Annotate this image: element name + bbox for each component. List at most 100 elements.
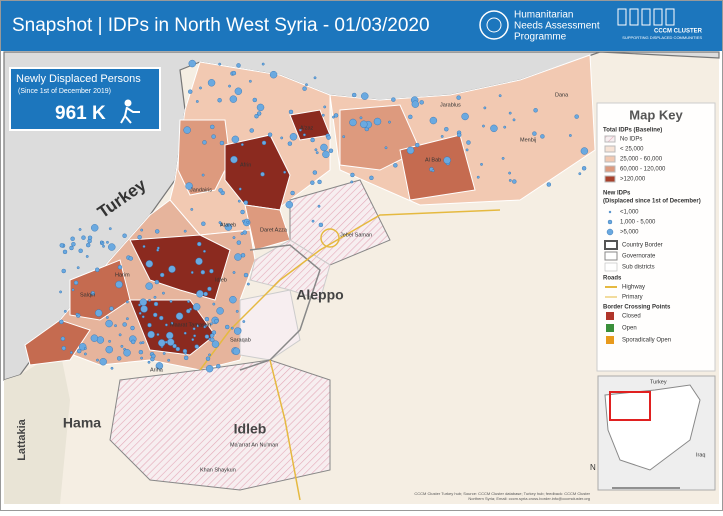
callout-title: Newly Displaced Persons	[16, 73, 141, 85]
idp-dot	[105, 345, 113, 354]
city-ring	[320, 228, 340, 248]
idp-dot	[153, 295, 157, 299]
idp-dot	[204, 316, 210, 322]
idp-dot	[508, 179, 512, 182]
idp-dot	[498, 94, 502, 98]
idp-dot	[465, 148, 469, 152]
idp-dot	[328, 148, 334, 153]
legend-label: Sporadically Open	[622, 338, 671, 344]
idp-dot	[199, 86, 202, 90]
idp-dot	[444, 127, 449, 132]
idp-dot	[205, 356, 211, 361]
highway	[269, 359, 301, 501]
idp-dot	[162, 291, 165, 295]
idp-dot	[197, 241, 202, 247]
idp-dot	[229, 295, 237, 304]
idp-dot	[482, 124, 485, 128]
idp-dot	[503, 125, 507, 129]
idp-dot	[326, 135, 331, 140]
idp-dot	[122, 322, 127, 327]
idp-dot	[532, 131, 537, 136]
idp-dot	[167, 338, 175, 346]
idp-dot	[220, 223, 223, 227]
idp-dot	[126, 317, 129, 321]
idp-dot	[466, 140, 471, 145]
idp-dot	[246, 282, 250, 286]
idp-dot	[533, 108, 538, 113]
idp-dot	[59, 319, 64, 325]
legend-label: Open	[622, 326, 637, 332]
idp-dot	[209, 322, 213, 326]
idp-dot	[186, 308, 191, 314]
idp-dot	[109, 306, 114, 311]
inset-label: Iraq	[696, 452, 705, 458]
inset-syria	[604, 384, 701, 471]
idp-dot	[350, 172, 355, 178]
idp-dot	[211, 134, 216, 139]
legend-label: Country Border	[622, 243, 663, 249]
idp-dot	[373, 117, 382, 126]
legend-swatch	[606, 324, 614, 332]
idp-dot	[234, 87, 243, 95]
gov-label: Lattakia	[16, 418, 28, 460]
idp-dot	[99, 358, 107, 366]
idp-dot	[240, 143, 244, 146]
idp-dot	[169, 299, 173, 303]
idp-dot	[102, 244, 105, 248]
idp-dot	[209, 333, 215, 338]
idp-dot	[232, 236, 236, 239]
legend-label: 1,000 - 5,000	[620, 220, 656, 226]
org-text: SUPPORTING DISPLACED COMMUNITIES	[622, 35, 702, 40]
idp-dot	[153, 312, 158, 318]
idp-dot	[167, 358, 171, 362]
legend-label: Highway	[622, 285, 645, 291]
idp-dot	[317, 179, 322, 185]
idp-dot	[130, 325, 135, 331]
idp-dot	[216, 363, 221, 369]
legend-dot	[607, 219, 613, 225]
idp-dot	[95, 267, 100, 272]
idp-dot	[242, 320, 246, 323]
idp-dot	[578, 172, 582, 176]
idp-dot	[185, 182, 193, 190]
idp-dot	[483, 106, 487, 110]
idp-dot	[77, 348, 82, 354]
legend-label: Closed	[622, 314, 641, 320]
legend-swatch	[604, 145, 616, 153]
idp-dot	[260, 172, 265, 177]
idp-dot	[207, 79, 216, 87]
idp-dot	[476, 175, 480, 179]
legend: Total IDPs (Baseline) No IDPs < 25,000 25,0…	[603, 128, 701, 344]
legend-label: No IDPs	[620, 137, 642, 143]
idp-dot	[190, 271, 194, 274]
idp-dot	[581, 166, 587, 171]
gov-label: Idleb	[234, 421, 267, 437]
idp-dot	[546, 182, 552, 187]
idp-dot	[369, 175, 374, 181]
idp-dot	[145, 282, 153, 290]
idp-dot	[155, 229, 160, 234]
idp-dot	[140, 356, 144, 360]
idp-dot	[256, 111, 262, 116]
idp-dot	[208, 353, 211, 357]
idp-dot	[235, 309, 239, 313]
place-label: Atareb	[220, 222, 236, 228]
north-arrow: N	[590, 463, 596, 472]
idp-dot	[256, 103, 265, 112]
idp-dot	[352, 92, 357, 98]
header-title: Snapshot | IDPs in North West Syria - 01…	[12, 15, 430, 36]
idp-dot	[139, 298, 147, 306]
idp-dot	[333, 113, 339, 118]
idp-dot	[70, 236, 75, 241]
district	[177, 119, 231, 196]
idp-dot	[196, 290, 204, 298]
idp-dot	[574, 114, 579, 119]
idp-dot	[312, 170, 318, 175]
idp-dot	[269, 70, 278, 79]
idp-dot	[211, 340, 220, 348]
place-label: Jebel Saman	[340, 232, 372, 238]
idp-dot	[288, 109, 294, 115]
callout-box	[9, 67, 161, 131]
idp-dot	[218, 62, 222, 66]
